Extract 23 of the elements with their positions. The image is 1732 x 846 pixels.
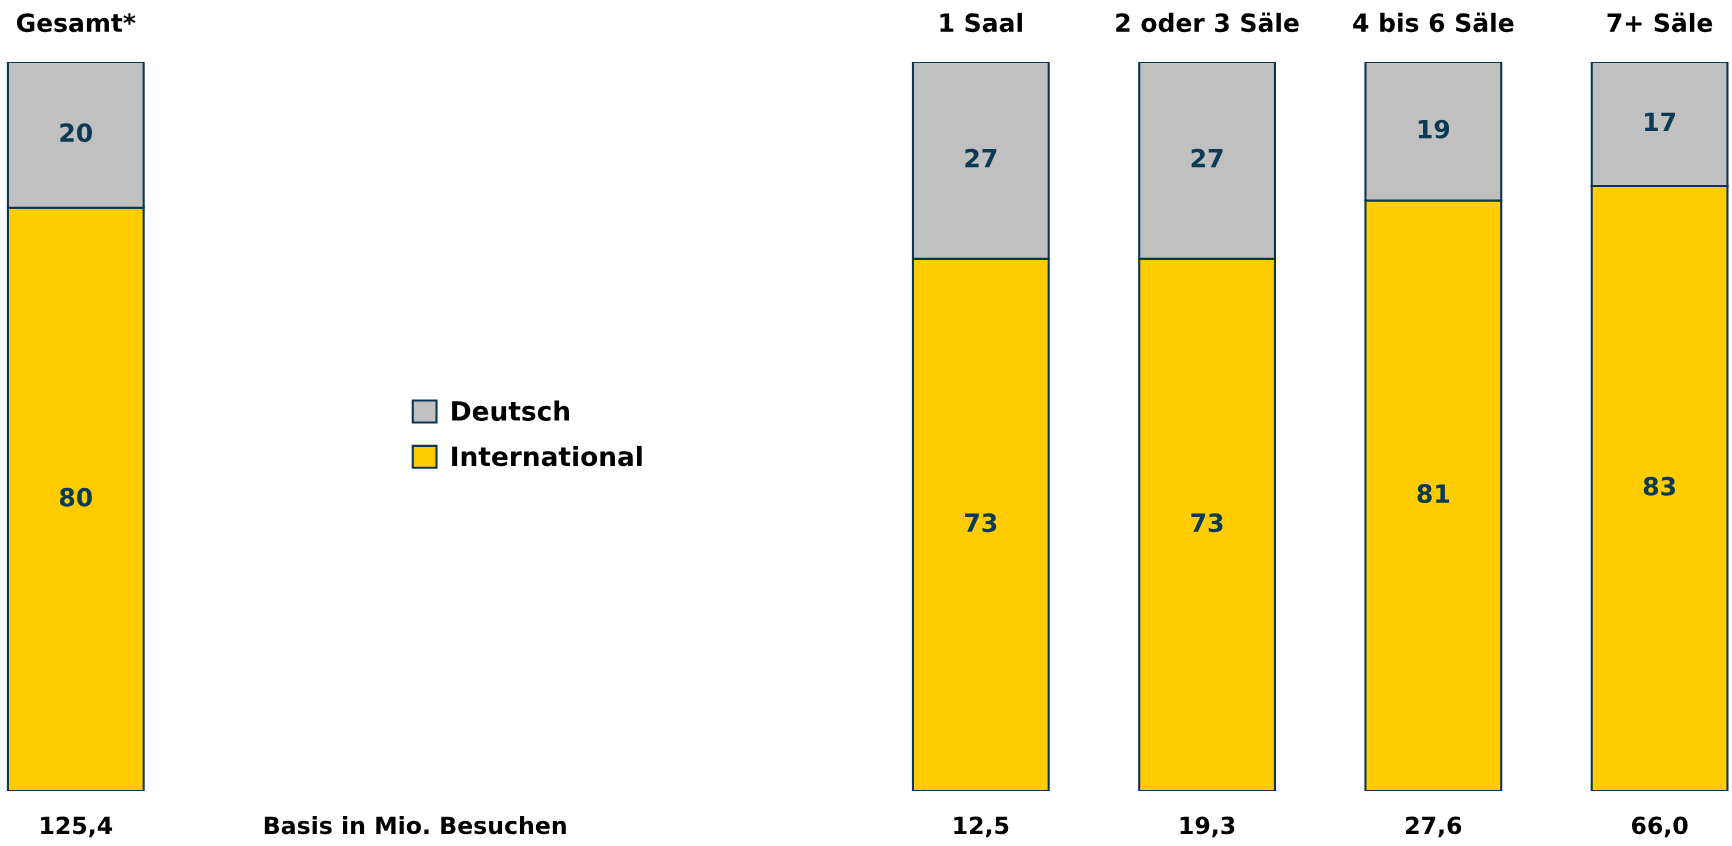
text: Basis in Mio. Besuchen <box>264 816 566 835</box>
legend-label: International <box>452 445 642 467</box>
text: 125,4 <box>41 816 113 838</box>
text: 19,3 <box>1180 816 1235 838</box>
x-tick-label: Gesamt* <box>16 13 136 33</box>
data-label: 20 <box>60 123 92 143</box>
legend-label: Deutsch <box>452 400 569 421</box>
data-label: 83 <box>1643 476 1675 496</box>
text: 12,5 <box>954 816 1009 838</box>
x-tick-label: 2 oder 3 Säle <box>1116 12 1299 33</box>
text: 27,6 <box>1406 816 1462 838</box>
data-label: 80 <box>59 487 92 507</box>
x-tick-label: 1 Saal <box>940 12 1022 33</box>
text: 66,0 <box>1631 816 1688 838</box>
data-label: 73 <box>1191 513 1223 533</box>
data-label: 81 <box>1417 484 1450 504</box>
x-tick-label: 7+ Säle <box>1607 12 1713 33</box>
data-label: 19 <box>1418 119 1450 139</box>
data-label: 73 <box>965 513 997 533</box>
data-label: 27 <box>1191 148 1223 168</box>
data-label: 17 <box>1645 112 1675 131</box>
data-label: 27 <box>965 148 997 168</box>
x-tick-label: 4 bis 6 Säle <box>1353 12 1514 33</box>
